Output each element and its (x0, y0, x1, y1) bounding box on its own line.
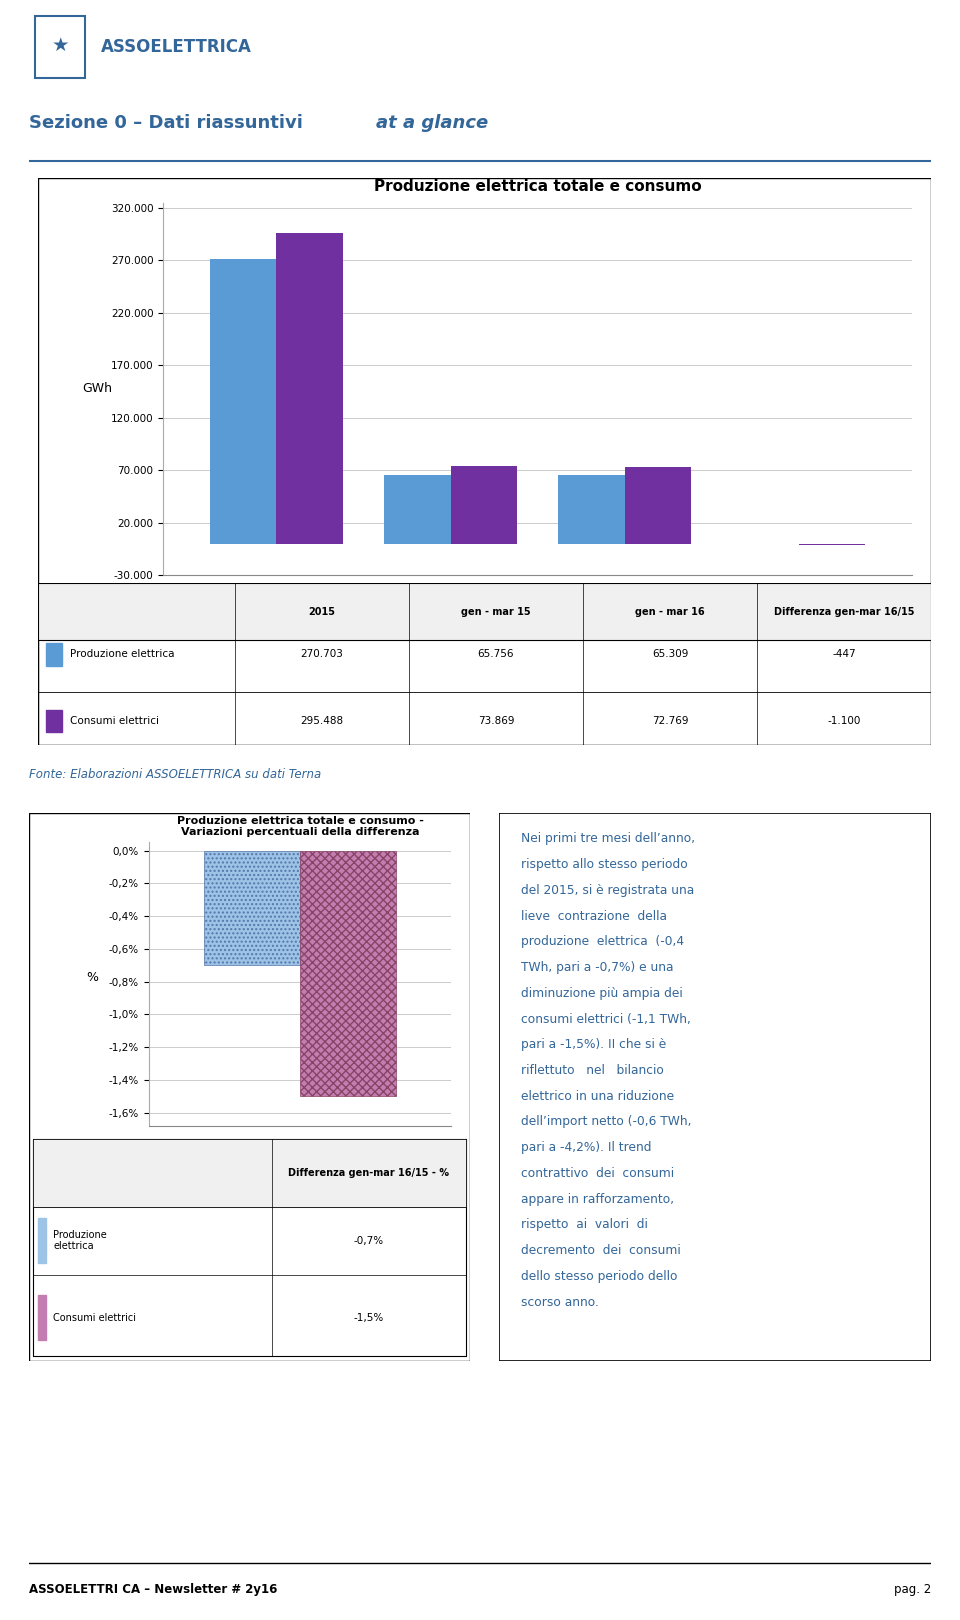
Y-axis label: GWh: GWh (82, 382, 112, 395)
Text: pari a -1,5%). II che si è: pari a -1,5%). II che si è (521, 1038, 666, 1051)
Text: dell’import netto (-0,6 TWh,: dell’import netto (-0,6 TWh, (521, 1116, 691, 1129)
Bar (45, 710, 61, 732)
Bar (38, 583, 931, 640)
Bar (384, 475, 450, 544)
Bar (300, 850, 396, 1097)
Text: Differenza gen-mar 16/15: Differenza gen-mar 16/15 (774, 606, 915, 617)
Text: dello stesso periodo dello: dello stesso periodo dello (521, 1270, 678, 1283)
Text: Sezione 0 – Dati riassuntivi: Sezione 0 – Dati riassuntivi (29, 113, 309, 133)
FancyBboxPatch shape (499, 813, 931, 1361)
Y-axis label: %: % (86, 970, 98, 983)
Text: del 2015, si è registrata una: del 2015, si è registrata una (521, 885, 694, 897)
Bar (37, 1294, 46, 1340)
Text: -447: -447 (832, 650, 856, 659)
Text: diminuzione più ampia dei: diminuzione più ampia dei (521, 987, 683, 1000)
Text: Consumi elettrici: Consumi elettrici (53, 1312, 136, 1322)
Text: 2015: 2015 (308, 606, 335, 617)
Bar (276, 233, 343, 544)
Text: decremento  dei  consumi: decremento dei consumi (521, 1244, 681, 1257)
Text: pari a -4,2%). Il trend: pari a -4,2%). Il trend (521, 1140, 651, 1153)
Text: Produzione
elettrica: Produzione elettrica (53, 1230, 107, 1251)
Text: Nei primi tre mesi dell’anno,: Nei primi tre mesi dell’anno, (521, 833, 695, 846)
Bar (34, 1139, 466, 1207)
Text: Fonte: Elaborazioni ASSOELETTRICA su dati Terna: Fonte: Elaborazioni ASSOELETTRICA su dat… (29, 768, 321, 781)
Text: 72.769: 72.769 (652, 716, 688, 726)
Text: 270.703: 270.703 (300, 650, 344, 659)
Text: -1.100: -1.100 (828, 716, 861, 726)
FancyBboxPatch shape (34, 1139, 466, 1356)
Bar (45, 643, 61, 666)
Text: ASSOELETTRICA: ASSOELETTRICA (101, 37, 252, 57)
Title: Produzione elettrica totale e consumo -
Variazioni percentuali della differenza: Produzione elettrica totale e consumo - … (177, 816, 423, 838)
Text: gen - mar 16: gen - mar 16 (636, 606, 705, 617)
Text: rispetto  ai  valori  di: rispetto ai valori di (521, 1218, 648, 1231)
Text: elettrico in una riduzione: elettrico in una riduzione (521, 1090, 674, 1103)
Bar (559, 475, 625, 544)
Text: consumi elettrici (-1,1 TWh,: consumi elettrici (-1,1 TWh, (521, 1012, 690, 1025)
Text: gen - mar 15: gen - mar 15 (461, 606, 531, 617)
Text: scorso anno.: scorso anno. (521, 1296, 599, 1309)
Text: TWh, pari a -0,7%) e una: TWh, pari a -0,7%) e una (521, 961, 673, 974)
Text: riflettuto   nel   bilancio: riflettuto nel bilancio (521, 1064, 663, 1077)
Text: pag. 2: pag. 2 (894, 1583, 931, 1596)
Text: -0,7%: -0,7% (354, 1236, 384, 1246)
Bar (450, 467, 516, 544)
Text: ★: ★ (51, 36, 69, 55)
Bar (210, 259, 276, 544)
Title: Produzione elettrica totale e consumo: Produzione elettrica totale e consumo (373, 180, 702, 194)
Text: contrattivo  dei  consumi: contrattivo dei consumi (521, 1166, 674, 1179)
Text: lieve  contrazione  della: lieve contrazione della (521, 909, 667, 923)
Text: 295.488: 295.488 (300, 716, 344, 726)
Bar (625, 467, 691, 544)
FancyBboxPatch shape (38, 178, 931, 745)
FancyBboxPatch shape (29, 813, 470, 1361)
Bar (37, 1218, 46, 1264)
Text: 65.756: 65.756 (478, 650, 515, 659)
Text: -1,5%: -1,5% (353, 1312, 384, 1322)
Text: Differenza gen-mar 16/15 - %: Differenza gen-mar 16/15 - % (288, 1168, 449, 1178)
Text: appare in rafforzamento,: appare in rafforzamento, (521, 1192, 674, 1205)
Text: produzione  elettrica  (-0,4: produzione elettrica (-0,4 (521, 935, 684, 948)
Text: ASSOELETTRI CA – Newsletter # 2y16: ASSOELETTRI CA – Newsletter # 2y16 (29, 1583, 277, 1596)
Text: 73.869: 73.869 (478, 716, 515, 726)
Bar (204, 850, 300, 966)
Text: rispetto allo stesso periodo: rispetto allo stesso periodo (521, 859, 687, 872)
Text: Consumi elettrici: Consumi elettrici (70, 716, 158, 726)
Text: 65.309: 65.309 (652, 650, 688, 659)
Text: at a glance: at a glance (376, 113, 489, 133)
Text: Produzione elettrica: Produzione elettrica (70, 650, 174, 659)
